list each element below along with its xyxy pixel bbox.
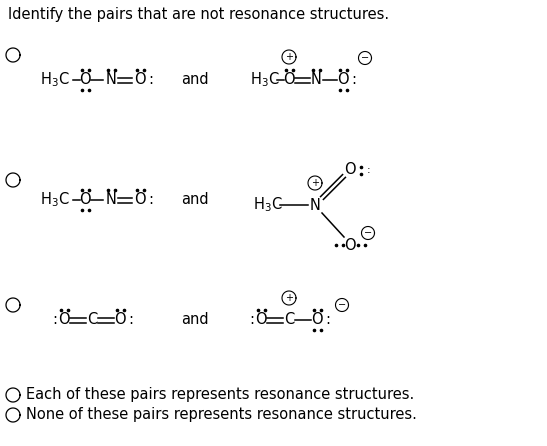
Text: None of these pairs represents resonance structures.: None of these pairs represents resonance… — [26, 408, 417, 422]
Text: H$_3$C: H$_3$C — [40, 190, 69, 209]
Text: C: C — [284, 313, 294, 327]
Text: O: O — [344, 238, 356, 252]
Text: H$_3$C: H$_3$C — [250, 70, 280, 89]
Text: :: : — [367, 165, 371, 175]
Text: and: and — [181, 313, 209, 327]
Text: +: + — [285, 52, 293, 62]
Text: Identify the pairs that are not resonance structures.: Identify the pairs that are not resonanc… — [8, 7, 389, 21]
Text: and: and — [181, 193, 209, 207]
Text: O: O — [79, 73, 91, 87]
Text: O: O — [311, 313, 323, 327]
Text: O: O — [79, 193, 91, 207]
Text: N: N — [310, 198, 321, 212]
Text: +: + — [311, 178, 319, 188]
Text: :: : — [128, 313, 133, 327]
Text: O: O — [255, 313, 267, 327]
Text: −: − — [361, 53, 369, 63]
Text: :: : — [148, 193, 153, 207]
Text: C: C — [87, 313, 97, 327]
Text: :: : — [53, 313, 57, 327]
Text: H$_3$C: H$_3$C — [253, 196, 283, 215]
Text: O: O — [58, 313, 70, 327]
Text: O: O — [344, 162, 356, 178]
Text: H$_3$C: H$_3$C — [40, 70, 69, 89]
Text: N: N — [311, 73, 322, 87]
Text: :: : — [148, 73, 153, 87]
Text: O: O — [114, 313, 126, 327]
Text: N: N — [106, 73, 117, 87]
Text: O: O — [337, 73, 349, 87]
Text: O: O — [134, 73, 146, 87]
Text: −: − — [364, 228, 372, 238]
Text: and: and — [181, 73, 209, 87]
Text: +: + — [285, 293, 293, 303]
Text: N: N — [106, 193, 117, 207]
Text: :: : — [249, 313, 254, 327]
Text: O: O — [134, 193, 146, 207]
Text: :: : — [351, 73, 356, 87]
Text: −: − — [338, 300, 346, 310]
Text: O: O — [283, 73, 295, 87]
Text: Each of these pairs represents resonance structures.: Each of these pairs represents resonance… — [26, 388, 414, 402]
Text: :: : — [325, 313, 330, 327]
